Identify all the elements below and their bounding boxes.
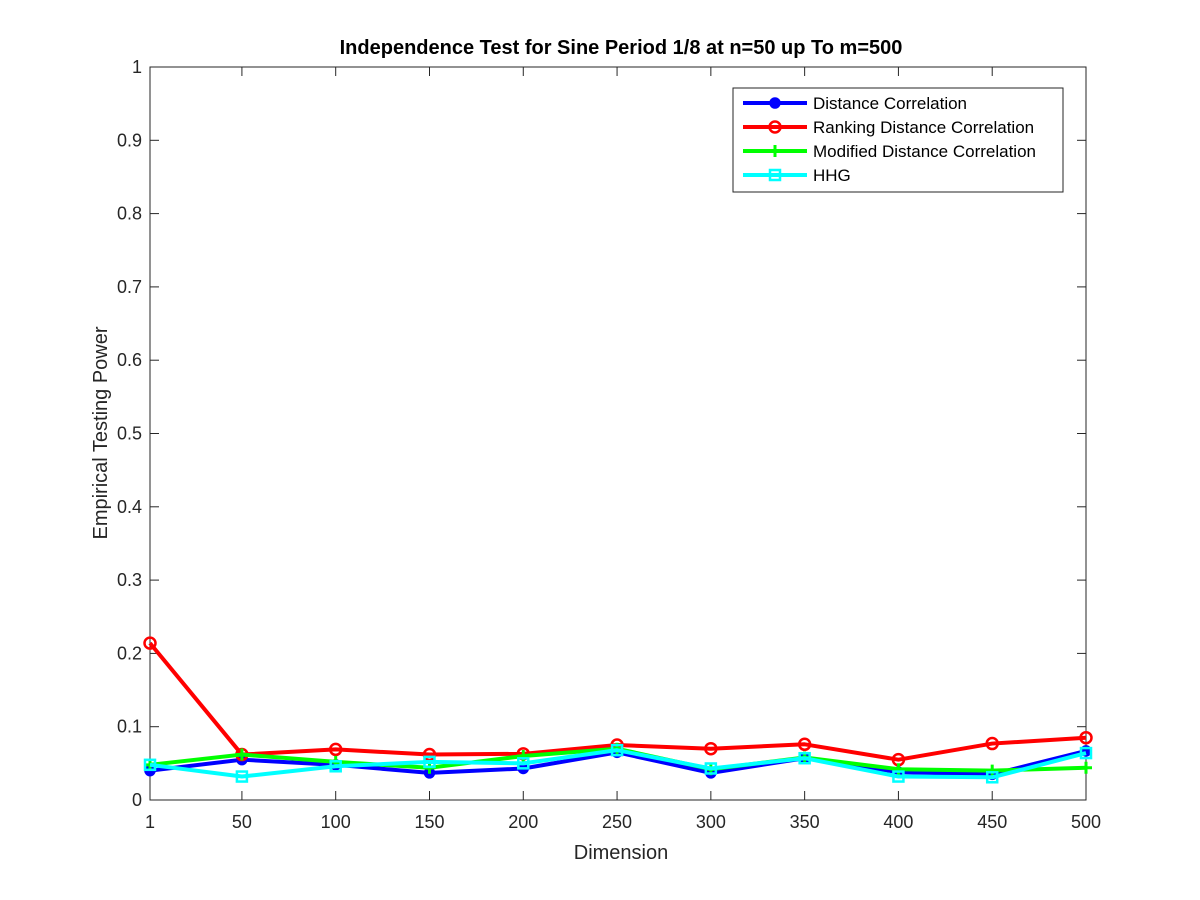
x-tick-label: 150 [414, 812, 444, 832]
y-tick-label: 0.1 [117, 717, 142, 737]
y-tick-label: 0.3 [117, 570, 142, 590]
legend-item: HHG [743, 166, 851, 185]
data-point [704, 741, 718, 756]
data-point [1079, 746, 1093, 760]
x-tick-label: 200 [508, 812, 538, 832]
data-point [1080, 761, 1092, 774]
data-point [235, 770, 249, 783]
y-tick-label: 0.6 [117, 350, 142, 370]
data-point [517, 750, 530, 763]
legend-label: Ranking Distance Correlation [813, 118, 1034, 137]
series-layer [143, 636, 1093, 784]
data-point [797, 737, 812, 752]
series-line [149, 748, 1087, 780]
chart-title: Independence Test for Sine Period 1/8 at… [340, 37, 903, 59]
data-point [1079, 730, 1093, 745]
y-tick-label: 0.9 [117, 130, 142, 150]
x-axis-label: Dimension [574, 842, 668, 864]
data-point [143, 758, 157, 772]
y-tick-label: 0.4 [117, 497, 142, 517]
x-axis: 1 50 100 150 200 250 300 350 400 450 500 [145, 67, 1101, 832]
y-tick-label: 0.8 [117, 204, 142, 224]
legend-item: Distance Correlation [743, 94, 967, 113]
x-tick-label: 250 [602, 812, 632, 832]
x-tick-label: 400 [883, 812, 913, 832]
data-point [892, 770, 905, 783]
legend-label: Distance Correlation [813, 94, 967, 113]
x-tick-label: 500 [1071, 812, 1101, 832]
data-point [423, 755, 436, 769]
data-point [892, 763, 905, 776]
legend-item: Modified Distance Correlation [743, 142, 1036, 161]
data-point [328, 742, 343, 757]
data-point [143, 636, 157, 650]
data-point [986, 764, 999, 777]
legend-marker [769, 145, 781, 157]
data-point [517, 757, 530, 770]
y-tick-label: 0.5 [117, 424, 142, 444]
legend-marker [769, 97, 781, 109]
data-point [985, 736, 999, 751]
x-tick-label: 1 [145, 812, 155, 832]
legend-label: Modified Distance Correlation [813, 142, 1036, 161]
data-point [235, 748, 248, 761]
x-tick-label: 450 [977, 812, 1007, 832]
legend-item: Ranking Distance Correlation [743, 118, 1034, 137]
x-tick-label: 50 [232, 812, 252, 832]
data-point [704, 762, 718, 775]
y-tick-label: 0.7 [117, 277, 142, 297]
data-point [329, 760, 342, 773]
legend: Distance Correlation Ranking Distance Cor… [732, 87, 1064, 193]
y-tick-label: 0.2 [117, 643, 142, 663]
legend-label: HHG [813, 166, 851, 185]
x-tick-label: 100 [321, 812, 351, 832]
data-point [798, 751, 811, 765]
y-tick-label: 1 [132, 57, 142, 77]
x-tick-label: 300 [696, 812, 726, 832]
x-tick-label: 350 [790, 812, 820, 832]
y-tick-label: 0 [132, 790, 142, 810]
legend-marker [768, 168, 782, 182]
legend-marker [768, 120, 782, 134]
data-point [985, 771, 999, 784]
series-3 [143, 743, 1093, 784]
data-point [610, 743, 624, 757]
y-axis-label: Empirical Testing Power [90, 326, 112, 539]
y-axis: 0 0.1 0.2 0.3 0.4 0.5 0.6 0.7 0.8 0.9 1 [117, 57, 1086, 810]
